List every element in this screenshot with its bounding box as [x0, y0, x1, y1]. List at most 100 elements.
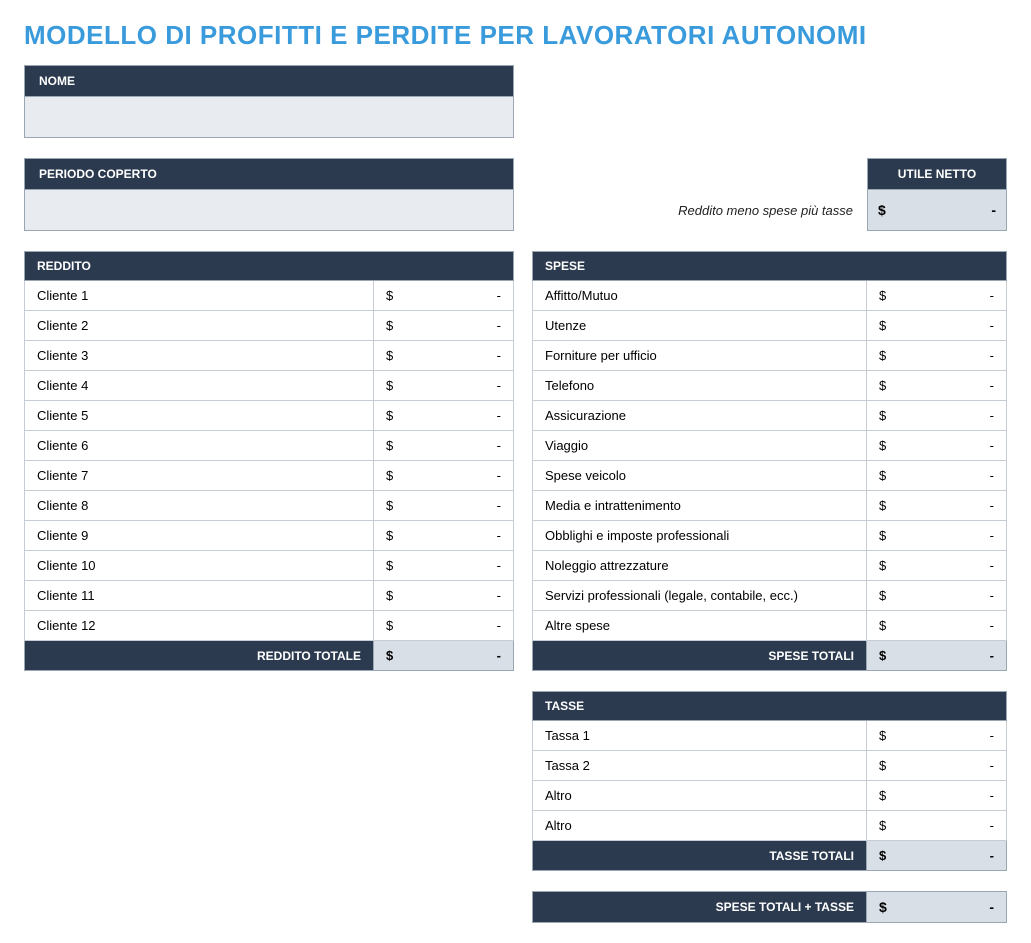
row-label[interactable]: Altro — [533, 811, 867, 841]
row-amount[interactable]: $- — [374, 281, 514, 311]
row-label[interactable]: Tassa 2 — [533, 751, 867, 781]
row-label[interactable]: Cliente 2 — [25, 311, 374, 341]
row-amount[interactable]: $- — [867, 521, 1007, 551]
currency-symbol: $ — [879, 348, 886, 363]
row-label[interactable]: Altro — [533, 781, 867, 811]
table-row: Assicurazione$- — [533, 401, 1007, 431]
table-row: Tassa 2$- — [533, 751, 1007, 781]
row-label[interactable]: Cliente 8 — [25, 491, 374, 521]
row-amount[interactable]: $- — [374, 491, 514, 521]
row-amount[interactable]: $- — [867, 611, 1007, 641]
row-amount[interactable]: $- — [867, 461, 1007, 491]
row-label[interactable]: Cliente 11 — [25, 581, 374, 611]
amount-value: - — [393, 618, 501, 633]
name-input[interactable] — [24, 96, 514, 138]
currency-symbol: $ — [386, 558, 393, 573]
row-amount[interactable]: $- — [374, 431, 514, 461]
table-row: Cliente 8$- — [25, 491, 514, 521]
row-amount[interactable]: $- — [867, 781, 1007, 811]
period-input[interactable] — [24, 189, 514, 231]
row-amount[interactable]: $- — [867, 371, 1007, 401]
row-amount[interactable]: $- — [374, 551, 514, 581]
currency-symbol: $ — [879, 818, 886, 833]
table-row: Telefono$- — [533, 371, 1007, 401]
amount-value: - — [393, 558, 501, 573]
total-value: - — [393, 648, 501, 663]
amount-value: - — [393, 318, 501, 333]
row-label[interactable]: Cliente 5 — [25, 401, 374, 431]
row-amount[interactable]: $- — [374, 401, 514, 431]
row-amount[interactable]: $- — [867, 811, 1007, 841]
row-amount[interactable]: $- — [867, 491, 1007, 521]
row-label[interactable]: Cliente 1 — [25, 281, 374, 311]
row-amount[interactable]: $- — [867, 751, 1007, 781]
row-label[interactable]: Altre spese — [533, 611, 867, 641]
row-amount[interactable]: $- — [374, 521, 514, 551]
amount-value: - — [393, 288, 501, 303]
table-row: Utenze$- — [533, 311, 1007, 341]
row-label[interactable]: Utenze — [533, 311, 867, 341]
row-label[interactable]: Cliente 4 — [25, 371, 374, 401]
amount-value: - — [886, 758, 994, 773]
taxes-header: TASSE — [533, 692, 1007, 721]
table-row: Forniture per ufficio$- — [533, 341, 1007, 371]
amount-value: - — [886, 288, 994, 303]
row-amount[interactable]: $- — [867, 311, 1007, 341]
row-label[interactable]: Media e intrattenimento — [533, 491, 867, 521]
row-label[interactable]: Cliente 9 — [25, 521, 374, 551]
row-amount[interactable]: $- — [867, 721, 1007, 751]
row-amount[interactable]: $- — [374, 341, 514, 371]
row-label[interactable]: Cliente 6 — [25, 431, 374, 461]
row-amount[interactable]: $- — [374, 371, 514, 401]
row-label[interactable]: Viaggio — [533, 431, 867, 461]
row-amount[interactable]: $- — [374, 461, 514, 491]
row-label[interactable]: Cliente 10 — [25, 551, 374, 581]
currency-symbol: $ — [879, 468, 886, 483]
currency-symbol: $ — [386, 288, 393, 303]
amount-value: - — [393, 348, 501, 363]
table-row: Obblighi e imposte professionali$- — [533, 521, 1007, 551]
row-amount[interactable]: $- — [867, 281, 1007, 311]
amount-value: - — [393, 498, 501, 513]
table-row: Cliente 6$- — [25, 431, 514, 461]
row-label[interactable]: Noleggio attrezzature — [533, 551, 867, 581]
row-label[interactable]: Cliente 3 — [25, 341, 374, 371]
row-amount[interactable]: $- — [374, 311, 514, 341]
row-amount[interactable]: $- — [374, 581, 514, 611]
row-label[interactable]: Telefono — [533, 371, 867, 401]
currency-symbol: $ — [386, 648, 393, 663]
amount-value: - — [886, 728, 994, 743]
currency-symbol: $ — [386, 528, 393, 543]
currency-symbol: $ — [879, 498, 886, 513]
row-label[interactable]: Cliente 12 — [25, 611, 374, 641]
expenses-plus-taxes-value: - — [887, 899, 994, 915]
row-amount[interactable]: $- — [867, 341, 1007, 371]
table-row: Cliente 1$- — [25, 281, 514, 311]
row-label[interactable]: Spese veicolo — [533, 461, 867, 491]
amount-value: - — [886, 498, 994, 513]
table-row: Cliente 3$- — [25, 341, 514, 371]
total-value: - — [886, 848, 994, 863]
total-row: SPESE TOTALI$- — [533, 641, 1007, 671]
amount-value: - — [886, 618, 994, 633]
table-row: Spese veicolo$- — [533, 461, 1007, 491]
table-row: Cliente 4$- — [25, 371, 514, 401]
total-amount: $- — [374, 641, 514, 671]
row-label[interactable]: Cliente 7 — [25, 461, 374, 491]
table-row: Cliente 9$- — [25, 521, 514, 551]
row-amount[interactable]: $- — [867, 431, 1007, 461]
row-amount[interactable]: $- — [867, 401, 1007, 431]
row-label[interactable]: Assicurazione — [533, 401, 867, 431]
row-amount[interactable]: $- — [867, 551, 1007, 581]
row-label[interactable]: Tassa 1 — [533, 721, 867, 751]
net-income-value: $ - — [867, 189, 1007, 231]
table-row: Cliente 12$- — [25, 611, 514, 641]
row-amount[interactable]: $- — [374, 611, 514, 641]
total-label: SPESE TOTALI — [533, 641, 867, 671]
row-label[interactable]: Forniture per ufficio — [533, 341, 867, 371]
row-label[interactable]: Servizi professionali (legale, contabile… — [533, 581, 867, 611]
row-amount[interactable]: $- — [867, 581, 1007, 611]
row-label[interactable]: Affitto/Mutuo — [533, 281, 867, 311]
currency-symbol: $ — [386, 348, 393, 363]
row-label[interactable]: Obblighi e imposte professionali — [533, 521, 867, 551]
